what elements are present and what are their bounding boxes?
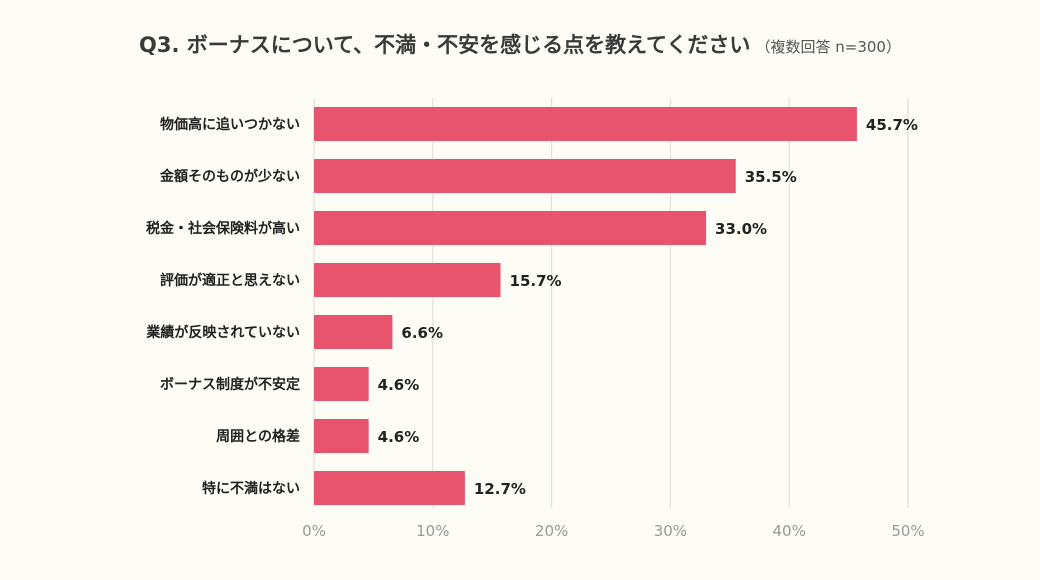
bar: [314, 471, 465, 505]
category-label: 業績が反映されていない: [145, 324, 300, 341]
category-label: 金額そのものが少ない: [159, 168, 300, 185]
chart-title: Q3. ボーナスについて、不満・不安を感じる点を教えてください （複数回答 n=…: [139, 33, 901, 57]
category-label: 物価高に追いつかない: [160, 116, 300, 133]
bar: [314, 263, 501, 297]
x-tick-label: 40%: [773, 522, 806, 540]
data-label: 12.7%: [474, 480, 526, 498]
x-tick-label: 10%: [416, 522, 449, 540]
bars: [314, 107, 857, 505]
data-label: 33.0%: [715, 220, 767, 238]
value-labels: 45.7% 35.5% 33.0% 15.7% 6.6% 4.6% 4.6% 12.7%: [378, 116, 918, 498]
bar: [314, 367, 369, 401]
bar: [314, 211, 707, 245]
x-tick-label: 20%: [535, 522, 568, 540]
data-label: 4.6%: [378, 428, 420, 446]
category-label: 評価が適正と思えない: [160, 272, 300, 289]
bar: [314, 159, 736, 193]
bar: [314, 315, 393, 349]
bar: [314, 107, 857, 141]
category-label: 税金・社会保険料が高い: [146, 220, 300, 237]
data-label: 6.6%: [401, 324, 443, 342]
chart-subtitle: （複数回答 n=300）: [756, 38, 901, 56]
chart-title-main: Q3. ボーナスについて、不満・不安を感じる点を教えてください: [139, 33, 750, 57]
data-label: 15.7%: [510, 272, 562, 290]
x-tick-label: 50%: [891, 522, 924, 540]
category-label: 周囲との格差: [216, 428, 300, 445]
data-label: 35.5%: [745, 168, 797, 186]
category-labels: 物価高に追いつかない金額そのものが少ない税金・社会保険料が高い評価が適正と思えな…: [145, 116, 300, 497]
x-axis-ticks: 0% 10% 20% 30% 40% 50%: [302, 522, 925, 540]
data-label: 45.7%: [866, 116, 918, 134]
bar: [314, 419, 369, 453]
category-label: ボーナス制度が不安定: [160, 376, 300, 393]
category-label: 特に不満はない: [202, 480, 300, 497]
x-tick-label: 30%: [654, 522, 687, 540]
data-label: 4.6%: [378, 376, 420, 394]
x-tick-label: 0%: [302, 522, 326, 540]
